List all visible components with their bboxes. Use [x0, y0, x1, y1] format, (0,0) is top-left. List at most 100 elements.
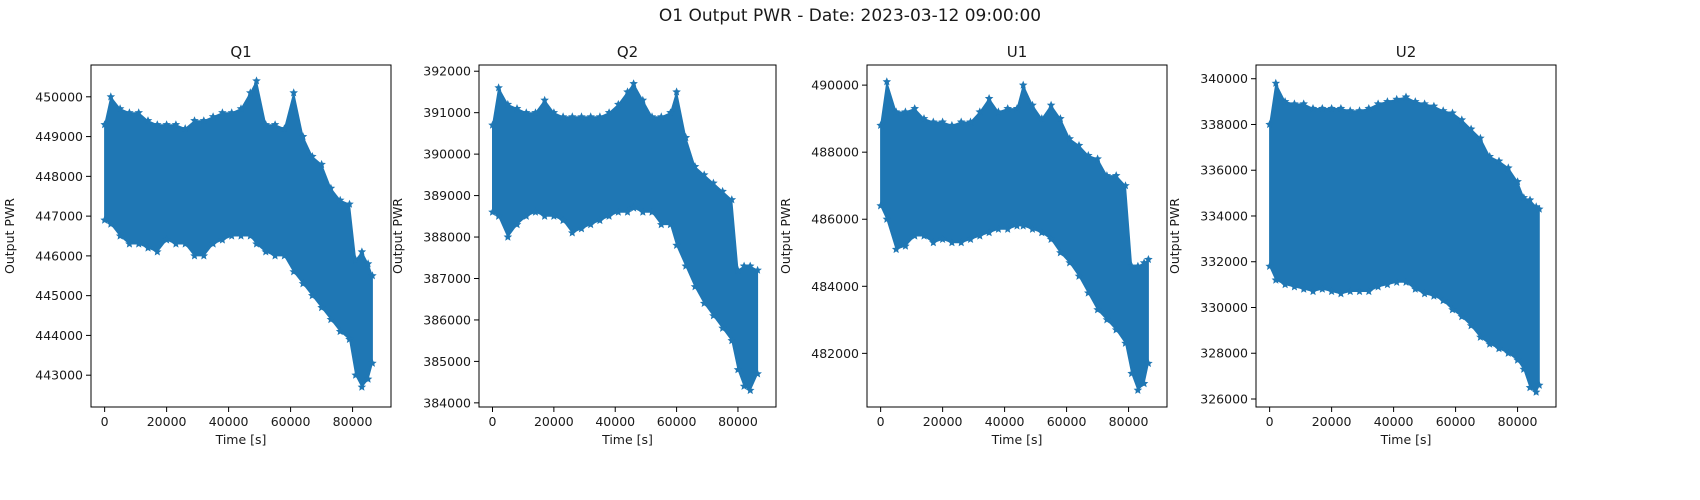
data-point-min	[647, 207, 657, 216]
data-point-min	[522, 211, 531, 220]
x-tick-label: 60000	[1436, 414, 1476, 429]
data-point-min	[1411, 284, 1420, 293]
data-point-max	[549, 108, 559, 117]
data-point-max	[261, 120, 271, 129]
data-point-max	[100, 120, 109, 129]
data-point-min	[1327, 287, 1336, 296]
data-point-min	[938, 234, 947, 243]
data-point-max	[1373, 99, 1383, 108]
data-point-min	[614, 207, 623, 216]
data-point-min	[1345, 287, 1355, 296]
data-point-max	[143, 116, 153, 125]
subplot-u2: 0 20000 40000 60000 80000 326000 328000 330000 3…	[1167, 43, 1557, 447]
data-point-max	[966, 117, 975, 126]
data-point-min	[745, 385, 755, 395]
data-point-max	[577, 112, 586, 121]
data-point-min	[1466, 321, 1476, 330]
data-point-min	[699, 298, 709, 307]
y-tick-label: 384000	[423, 395, 471, 410]
x-tick-label: 0	[877, 414, 885, 429]
data-point-min	[1093, 305, 1102, 314]
x-tick-label: 80000	[1498, 414, 1538, 429]
data-point-max	[1327, 104, 1336, 113]
series-band	[880, 81, 1149, 392]
data-point-min	[1373, 282, 1383, 291]
x-tick-label: 40000	[209, 414, 249, 429]
data-point-min	[208, 239, 218, 248]
data-point-max	[1513, 177, 1522, 186]
data-point-min	[1271, 275, 1281, 284]
data-point-min	[1065, 258, 1074, 267]
data-point-max	[984, 94, 994, 103]
data-point-max	[289, 88, 298, 97]
data-point-min	[317, 303, 326, 312]
data-point-max	[1485, 152, 1494, 161]
data-point-max	[298, 132, 308, 141]
data-point-max	[753, 265, 762, 274]
plot-frame	[90, 64, 392, 408]
data-point-min	[1290, 282, 1299, 291]
data-point-max	[236, 104, 246, 113]
data-point-max	[901, 107, 910, 116]
data-point-min	[363, 374, 373, 383]
plot-frame	[478, 64, 777, 408]
data-point-min	[1494, 344, 1504, 353]
data-point-min	[595, 216, 605, 225]
data-point-min	[1127, 369, 1136, 378]
y-tick-label: 340000	[1200, 71, 1248, 86]
data-point-min	[289, 267, 298, 276]
data-point-min	[298, 279, 308, 288]
data-point-max	[190, 116, 199, 125]
data-point-min	[218, 235, 227, 244]
data-point-max	[956, 117, 966, 126]
x-tick-label: 80000	[1109, 414, 1149, 429]
data-point-min	[891, 244, 901, 254]
x-tick-label: 60000	[657, 414, 697, 429]
data-point-max	[733, 265, 743, 274]
data-point-max	[595, 112, 605, 121]
y-tick-label: 391000	[423, 105, 471, 120]
data-point-max	[335, 195, 345, 204]
data-point-max	[739, 261, 749, 270]
x-axis-label: Time [s]	[991, 432, 1043, 447]
y-tick-label: 338000	[1200, 117, 1248, 132]
data-point-min	[727, 336, 737, 345]
data-point-max	[503, 99, 513, 108]
y-tick-label: 446000	[35, 248, 83, 263]
data-point-max	[1420, 99, 1429, 108]
data-point-min	[125, 239, 134, 248]
y-tick-label: 486000	[811, 212, 859, 227]
data-point-min	[568, 228, 577, 237]
data-point-min	[1121, 338, 1130, 347]
data-point-min	[236, 231, 246, 240]
data-point-max	[199, 116, 209, 125]
data-point-max	[919, 114, 929, 123]
data-point-max	[162, 120, 171, 129]
x-axis-label: Time [s]	[215, 432, 267, 447]
data-point-max	[1364, 104, 1374, 113]
y-tick-label: 334000	[1200, 208, 1248, 223]
data-point-max	[326, 183, 336, 192]
data-point-max	[690, 162, 700, 171]
data-point-min	[1383, 280, 1392, 289]
subplot-title: Q1	[230, 43, 251, 61]
data-point-max	[629, 79, 638, 88]
data-point-min	[1003, 224, 1012, 233]
y-tick-label: 445000	[35, 288, 83, 303]
x-axis-label: Time [s]	[1380, 432, 1432, 447]
data-point-max	[125, 108, 134, 117]
data-point-max	[699, 170, 709, 179]
x-tick-label: 20000	[1312, 414, 1352, 429]
data-point-max	[1308, 104, 1318, 113]
data-point-max	[368, 271, 377, 280]
data-point-min	[368, 358, 377, 367]
data-point-max	[1411, 97, 1420, 106]
data-point-min	[1299, 284, 1308, 293]
data-point-max	[1525, 195, 1535, 204]
x-tick-label: 20000	[147, 414, 187, 429]
x-tick-label: 60000	[1047, 414, 1087, 429]
data-point-max	[947, 120, 957, 129]
data-point-min	[1074, 271, 1084, 280]
data-point-max	[558, 112, 568, 121]
data-point-min	[180, 239, 190, 248]
